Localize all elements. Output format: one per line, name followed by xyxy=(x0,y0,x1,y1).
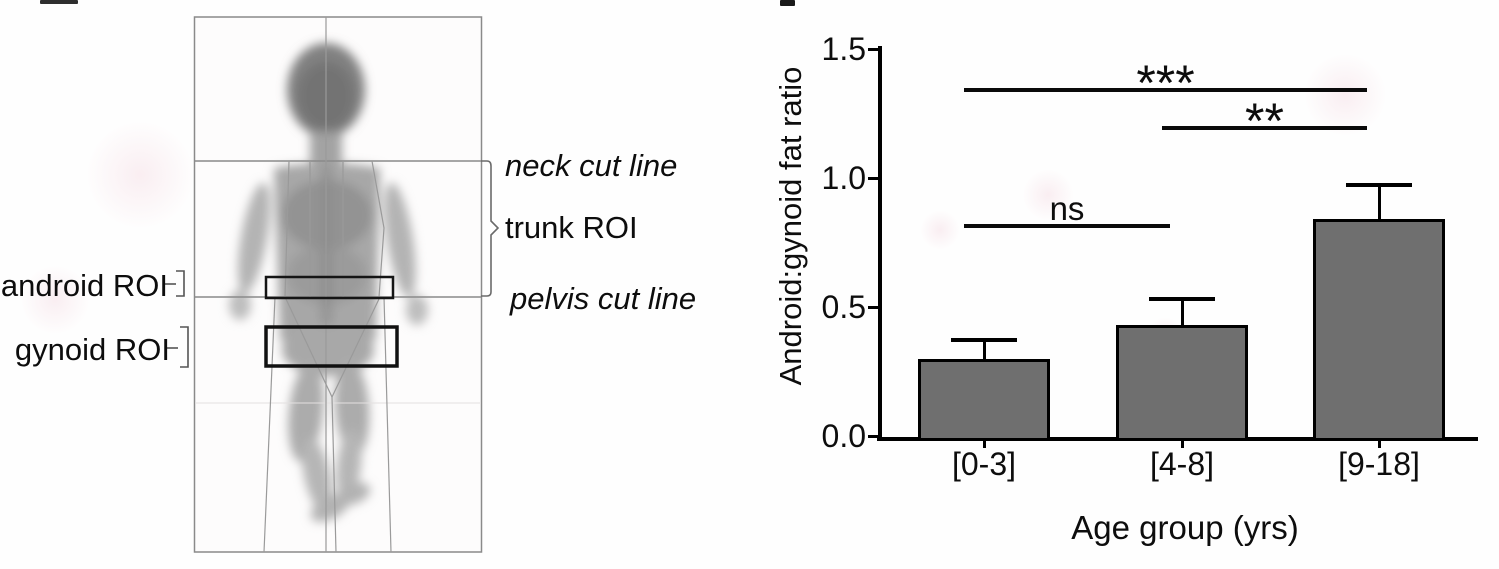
panel-label-remnant-left xyxy=(40,0,78,4)
gynoid-roi-bracket xyxy=(166,326,189,368)
gynoid-roi-box xyxy=(264,325,399,368)
category-label-2: [9-18] xyxy=(1338,446,1420,482)
scan-outline xyxy=(193,16,483,553)
category-label-0: [0-3] xyxy=(951,446,1017,482)
bar-1 xyxy=(1116,325,1248,441)
y-tick-mark-3 xyxy=(868,47,880,51)
artifact-blob xyxy=(920,210,960,250)
y-tick-label-1: 0.5 xyxy=(821,289,866,325)
y-axis-line xyxy=(878,46,882,441)
error-cap-2 xyxy=(1346,183,1412,188)
x-tick-mark-0 xyxy=(982,441,986,448)
y-tick-label-2: 1.0 xyxy=(821,160,866,196)
y-tick-mark-2 xyxy=(868,176,880,180)
y-tick-mark-1 xyxy=(868,305,880,309)
android-roi-bracket xyxy=(164,270,185,297)
leg-roi-lines xyxy=(263,296,392,553)
trunk-roi-lines xyxy=(284,160,385,298)
x-tick-mark-1 xyxy=(1180,441,1184,448)
gynoid-roi-label: gynoid ROI xyxy=(14,332,170,367)
y-tick-mark-0 xyxy=(868,434,880,438)
error-cap-0 xyxy=(951,337,1017,342)
trunk-roi-brace xyxy=(481,160,500,297)
x-tick-mark-2 xyxy=(1377,441,1381,448)
neck-cut-line-label: neck cut line xyxy=(505,148,678,183)
sig-label-0: *** xyxy=(1136,54,1195,111)
sig-label-1: ** xyxy=(1245,93,1284,150)
sig-label-2: ns xyxy=(1049,190,1085,228)
android-roi-label: android ROI xyxy=(0,268,168,303)
bar-2 xyxy=(1313,219,1445,441)
x-axis-title: Age group (yrs) xyxy=(1071,509,1299,546)
y-tick-label-0: 0.0 xyxy=(821,418,866,454)
sig-line-0 xyxy=(964,87,1367,92)
error-stem-2 xyxy=(1377,183,1381,224)
android-roi-box xyxy=(264,275,395,300)
category-label-1: [4-8] xyxy=(1149,446,1215,482)
y-axis-title: Android:gynoid fat ratio xyxy=(773,66,808,386)
y-tick-label-3: 1.5 xyxy=(821,31,866,67)
sig-line-2 xyxy=(964,224,1170,229)
trunk-roi-label: trunk ROI xyxy=(505,210,638,245)
panel-label-remnant-right xyxy=(780,0,795,6)
bar-0 xyxy=(918,358,1050,441)
error-stem-1 xyxy=(1180,296,1184,330)
pelvis-cut-line-label: pelvis cut line xyxy=(510,281,697,316)
sig-line-1 xyxy=(1162,126,1367,131)
dexa-scan-diagram xyxy=(164,16,500,553)
error-stem-0 xyxy=(982,337,986,363)
error-cap-1 xyxy=(1149,296,1215,301)
